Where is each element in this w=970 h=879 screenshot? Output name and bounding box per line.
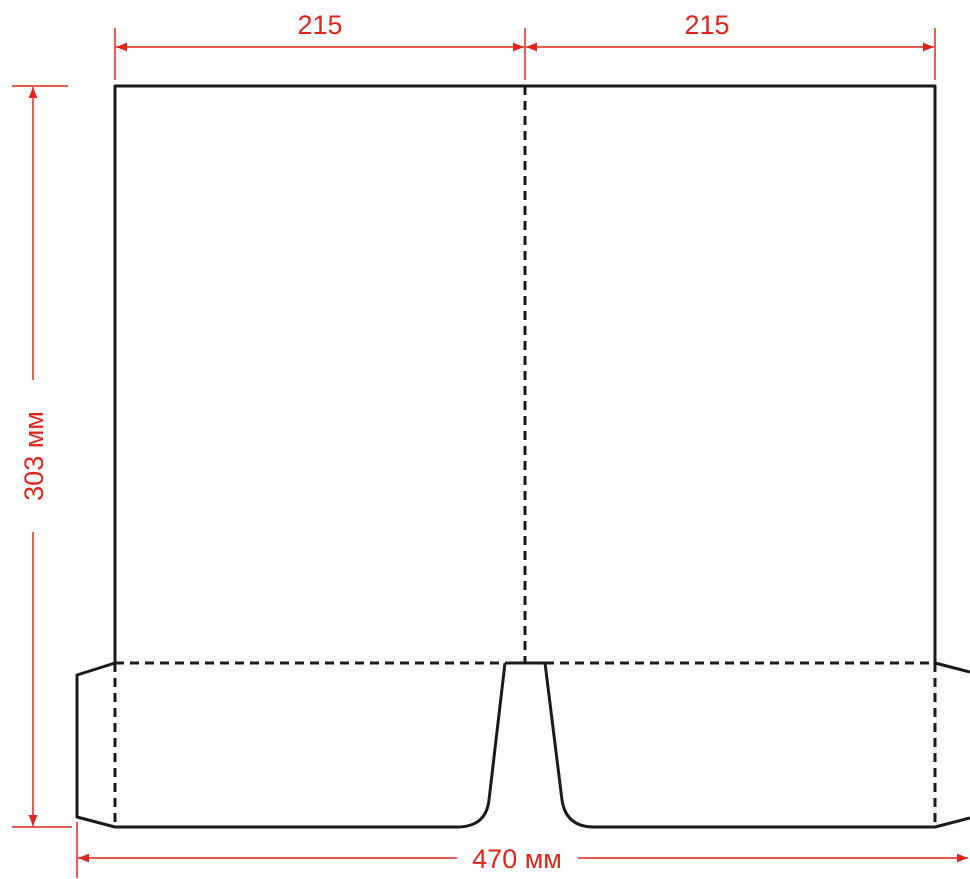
dimension-lines (12, 28, 968, 878)
right-pocket-edge (934, 661, 970, 674)
total-width-dimension-label: 470 мм (472, 844, 562, 874)
fold-lines (113, 86, 937, 827)
height-dimension-label: 303 мм (19, 411, 49, 501)
right-pocket-outline (543, 662, 970, 829)
top-left-dimension-label: 215 (297, 10, 342, 40)
top-right-dimension-label: 215 (684, 10, 729, 40)
left-pocket-outline (75, 661, 507, 829)
